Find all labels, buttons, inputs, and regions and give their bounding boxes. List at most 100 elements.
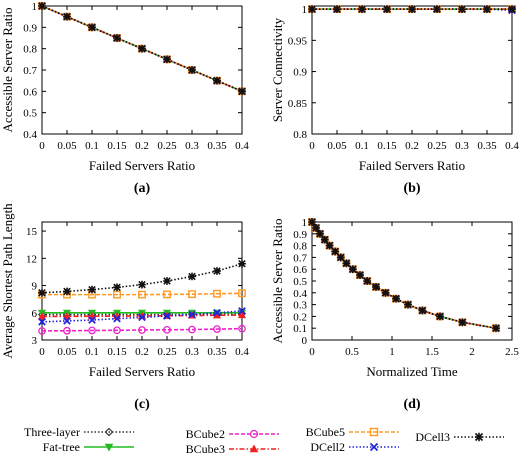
data-point-dcell3 (163, 55, 171, 64)
data-point-bcube2 (238, 324, 246, 333)
legend-entry-bcube5: BCube5 (306, 425, 399, 439)
legend-marker (104, 443, 114, 452)
series-bcube5 (308, 218, 500, 333)
x-tick-label: 1.5 (425, 346, 439, 358)
data-point-dcell3 (308, 5, 316, 13)
data-point-dcell3 (325, 241, 334, 250)
data-point-dcell3 (392, 294, 400, 303)
panel-label: (c) (134, 397, 150, 412)
y-tick-label: 1 (302, 217, 308, 229)
y-tick-label: 0.1 (293, 323, 307, 335)
panel-d: 0 0.5 1 1.5 2 2.500.10.20.30.40.50.60.70.80.9… (270, 217, 519, 412)
series-line-dcell3 (311, 221, 497, 329)
data-point-dcell3 (113, 34, 121, 42)
legend-entry-bcube2: BCube2 (186, 427, 279, 441)
data-point-dcell2 (163, 312, 171, 320)
data-point-dcell3 (63, 12, 71, 21)
x-tick-label: 0 (39, 140, 45, 152)
y-axis-label: Average Shortest Path Length (0, 203, 15, 359)
data-point-dcell2 (63, 317, 71, 325)
data-point-dcell2 (213, 308, 221, 317)
x-tick-label: 2.5 (505, 346, 519, 358)
series-dcell3 (38, 259, 246, 297)
x-tick-label: 0.05 (327, 140, 347, 152)
y-tick-label: 0.7 (23, 65, 37, 77)
data-point-bcube2 (113, 326, 121, 335)
data-point-dcell3 (320, 235, 329, 244)
y-axis-label: Server Connectivity (270, 17, 285, 122)
data-point-bcube5 (113, 290, 121, 299)
series-fat_tree (307, 218, 501, 333)
data-point-dcell3 (312, 224, 320, 232)
legend-entry-three_layer: Three-layer (24, 425, 134, 439)
legend-entry-fat_tree: Fat-tree (43, 440, 134, 454)
data-point-dcell3 (358, 5, 366, 13)
y-tick-label: 9 (32, 281, 38, 293)
legend-entry-bcube3: BCube3 (186, 442, 279, 455)
data-point-dcell3 (138, 44, 146, 53)
y-tick-label: 0.6 (293, 264, 307, 276)
x-tick-label: 0.2 (405, 140, 419, 152)
legend-label: DCell3 (415, 430, 450, 444)
data-point-dcell3 (433, 5, 441, 13)
x-tick-label: 0.1 (355, 140, 369, 152)
y-axis-label: Accessible Server Ratio (0, 8, 15, 133)
x-tick-label: 0.1 (85, 140, 99, 152)
y-axis-label: Accessible Server Ratio (270, 219, 285, 344)
data-point-dcell3 (458, 318, 467, 327)
y-tick-label: 0.9 (293, 67, 307, 79)
series-line-three_layer (311, 221, 497, 329)
data-point-bcube2 (38, 327, 46, 335)
legend-label: BCube2 (186, 427, 225, 441)
x-tick-label: 0.35 (207, 140, 227, 152)
panel-label: (b) (403, 181, 420, 196)
data-point-dcell2 (38, 318, 46, 326)
y-tick-label: 0 (302, 335, 308, 347)
x-axis-label: Failed Servers Ratio (89, 364, 195, 379)
legend-entry-dcell2: DCell2 (310, 440, 399, 454)
data-point-bcube5 (138, 290, 146, 299)
data-point-bcube5 (213, 289, 221, 298)
legend-marker (249, 429, 259, 439)
data-point-bcube5 (188, 290, 196, 299)
data-point-dcell3 (213, 76, 221, 85)
y-tick-label: 1 (32, 1, 38, 13)
legend-marker (104, 427, 114, 437)
panel-label: (a) (134, 181, 151, 196)
series-three_layer (307, 217, 501, 333)
series-bcube3 (307, 217, 501, 332)
series-dcell2 (38, 307, 246, 326)
data-point-dcell3 (213, 267, 221, 275)
x-tick-label: 0 (309, 346, 315, 358)
legend-label: Fat-tree (43, 440, 80, 454)
data-point-bcube2 (88, 326, 96, 335)
y-tick-label: 0.4 (23, 129, 37, 141)
y-tick-label: 1 (302, 4, 308, 16)
legend-marker (474, 432, 484, 442)
data-point-dcell3 (418, 306, 427, 315)
panel-label: (d) (403, 397, 420, 412)
data-point-dcell3 (381, 288, 390, 297)
x-tick-label: 0.25 (427, 140, 447, 152)
plot-frame (41, 5, 243, 135)
series-dcell3 (308, 218, 500, 333)
x-tick-label: 0.5 (345, 346, 359, 358)
y-tick-label: 0.5 (23, 108, 37, 120)
data-point-dcell3 (188, 272, 196, 281)
y-tick-label: 0.7 (293, 252, 307, 264)
x-axis-label: Failed Servers Ratio (359, 158, 465, 173)
data-point-dcell3 (336, 253, 345, 262)
x-tick-label: 0 (39, 346, 45, 358)
data-point-dcell3 (88, 23, 96, 32)
x-tick-label: 0.25 (157, 140, 177, 152)
series-line-bcube2 (311, 221, 497, 329)
data-point-bcube2 (138, 326, 146, 334)
data-point-bcube2 (163, 325, 171, 334)
y-tick-label: 15 (26, 226, 38, 238)
data-point-dcell3 (458, 5, 466, 13)
data-point-dcell3 (331, 247, 340, 256)
series-dcell3 (38, 2, 246, 96)
data-point-bcube2 (188, 325, 196, 334)
data-point-bcube3 (62, 312, 72, 320)
plot-frame (311, 5, 513, 135)
